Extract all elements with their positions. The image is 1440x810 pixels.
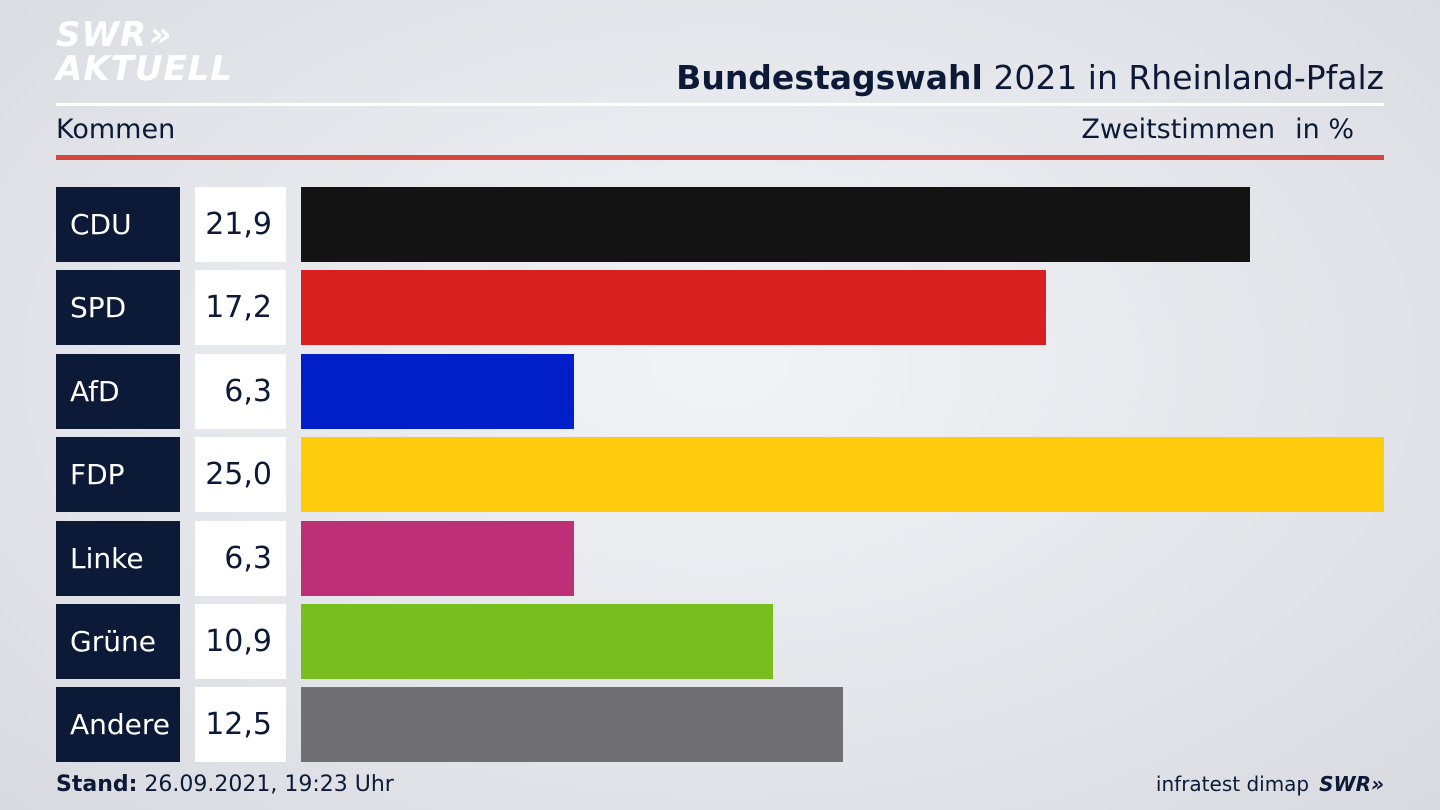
bar-cdu bbox=[301, 187, 1250, 262]
stand-label: Stand: bbox=[56, 772, 138, 797]
value-label-spd: 17,2 bbox=[195, 270, 286, 345]
bar-linke bbox=[301, 521, 574, 596]
bar-andere bbox=[301, 687, 843, 762]
measure-label: Zweitstimmen in % bbox=[1081, 114, 1354, 145]
accent-divider bbox=[56, 155, 1384, 160]
value-label-afd: 6,3 bbox=[195, 354, 286, 429]
swr-brand-logo: SWR» bbox=[1319, 772, 1384, 796]
swr-aktuell-logo: SWR» AKTUELL bbox=[56, 18, 233, 86]
bar-fdp bbox=[301, 437, 1384, 512]
header-divider bbox=[56, 103, 1384, 106]
stand-value: 26.09.2021, 19:23 Uhr bbox=[144, 772, 394, 797]
value-label-gr-ne: 10,9 bbox=[195, 604, 286, 679]
logo-line2: AKTUELL bbox=[56, 49, 234, 89]
party-label-gr-ne: Grüne bbox=[56, 604, 180, 679]
source-credit: infratest dimap SWR» bbox=[1156, 772, 1384, 796]
place-label: Kommen bbox=[56, 114, 176, 145]
party-label-fdp: FDP bbox=[56, 437, 180, 512]
chart-title-rest: 2021 in Rheinland-Pfalz bbox=[993, 58, 1384, 97]
source-label: infratest dimap bbox=[1155, 772, 1310, 796]
chart-title-bold: Bundestagswahl bbox=[676, 58, 983, 97]
party-label-afd: AfD bbox=[56, 354, 180, 429]
party-label-spd: SPD bbox=[56, 270, 180, 345]
value-label-linke: 6,3 bbox=[195, 521, 286, 596]
party-label-andere: Andere bbox=[56, 687, 180, 762]
bar-gr-ne bbox=[301, 604, 773, 679]
value-label-andere: 12,5 bbox=[195, 687, 286, 762]
measure-text: Zweitstimmen bbox=[1081, 114, 1276, 145]
value-label-fdp: 25,0 bbox=[195, 437, 286, 512]
logo-arrows: » bbox=[149, 15, 173, 55]
party-label-linke: Linke bbox=[56, 521, 180, 596]
party-label-cdu: CDU bbox=[56, 187, 180, 262]
timestamp: Stand: 26.09.2021, 19:23 Uhr bbox=[56, 772, 394, 797]
chart-title: Bundestagswahl 2021 in Rheinland-Pfalz bbox=[676, 58, 1384, 97]
bar-afd bbox=[301, 354, 574, 429]
logo-line1: SWR bbox=[56, 15, 148, 55]
bar-spd bbox=[301, 270, 1046, 345]
unit-text: in % bbox=[1295, 114, 1354, 145]
value-label-cdu: 21,9 bbox=[195, 187, 286, 262]
